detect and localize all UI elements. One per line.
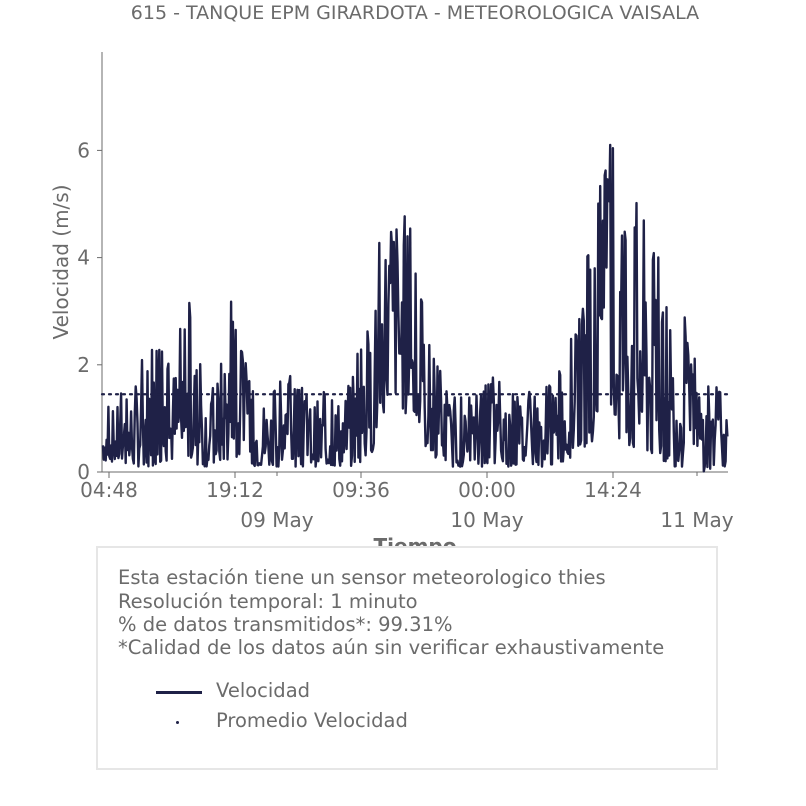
x-tick-label: 04:48 xyxy=(80,478,138,502)
y-tick-label: 0 xyxy=(77,460,90,484)
x-date-label: 10 May xyxy=(450,508,523,532)
station-sensor-text: Esta estación tiene un sensor meteorolog… xyxy=(118,566,606,589)
x-date-label: 09 May xyxy=(240,508,313,532)
series-velocidad xyxy=(101,143,729,473)
y-axis-label: Velocidad (m/s) xyxy=(49,184,73,339)
x-tick-label: 19:12 xyxy=(206,478,264,502)
x-tick-label: 00:00 xyxy=(458,478,516,502)
x-tick-label: 09:36 xyxy=(332,478,390,502)
legend-dot-swatch xyxy=(176,721,179,724)
x-date-label: 11 May xyxy=(660,508,733,532)
y-tick-label: 4 xyxy=(77,246,90,270)
data-transmitted-text: % de datos transmitidos*: 99.31% xyxy=(118,613,453,636)
legend-label-promedio: Promedio Velocidad xyxy=(216,709,408,732)
legend-line-swatch xyxy=(156,691,202,694)
y-tick-label: 6 xyxy=(77,138,90,162)
info-box: Esta estación tiene un sensor meteorolog… xyxy=(96,546,718,770)
legend-label-velocidad: Velocidad xyxy=(216,679,311,702)
data-quality-note: *Calidad de los datos aún sin verificar … xyxy=(118,636,665,659)
y-tick-label: 2 xyxy=(77,353,90,377)
temporal-resolution-text: Resolución temporal: 1 minuto xyxy=(118,590,418,613)
x-tick-label: 14:24 xyxy=(584,478,642,502)
chart-title: 615 - TANQUE EPM GIRARDOTA - METEOROLOGI… xyxy=(130,2,700,24)
